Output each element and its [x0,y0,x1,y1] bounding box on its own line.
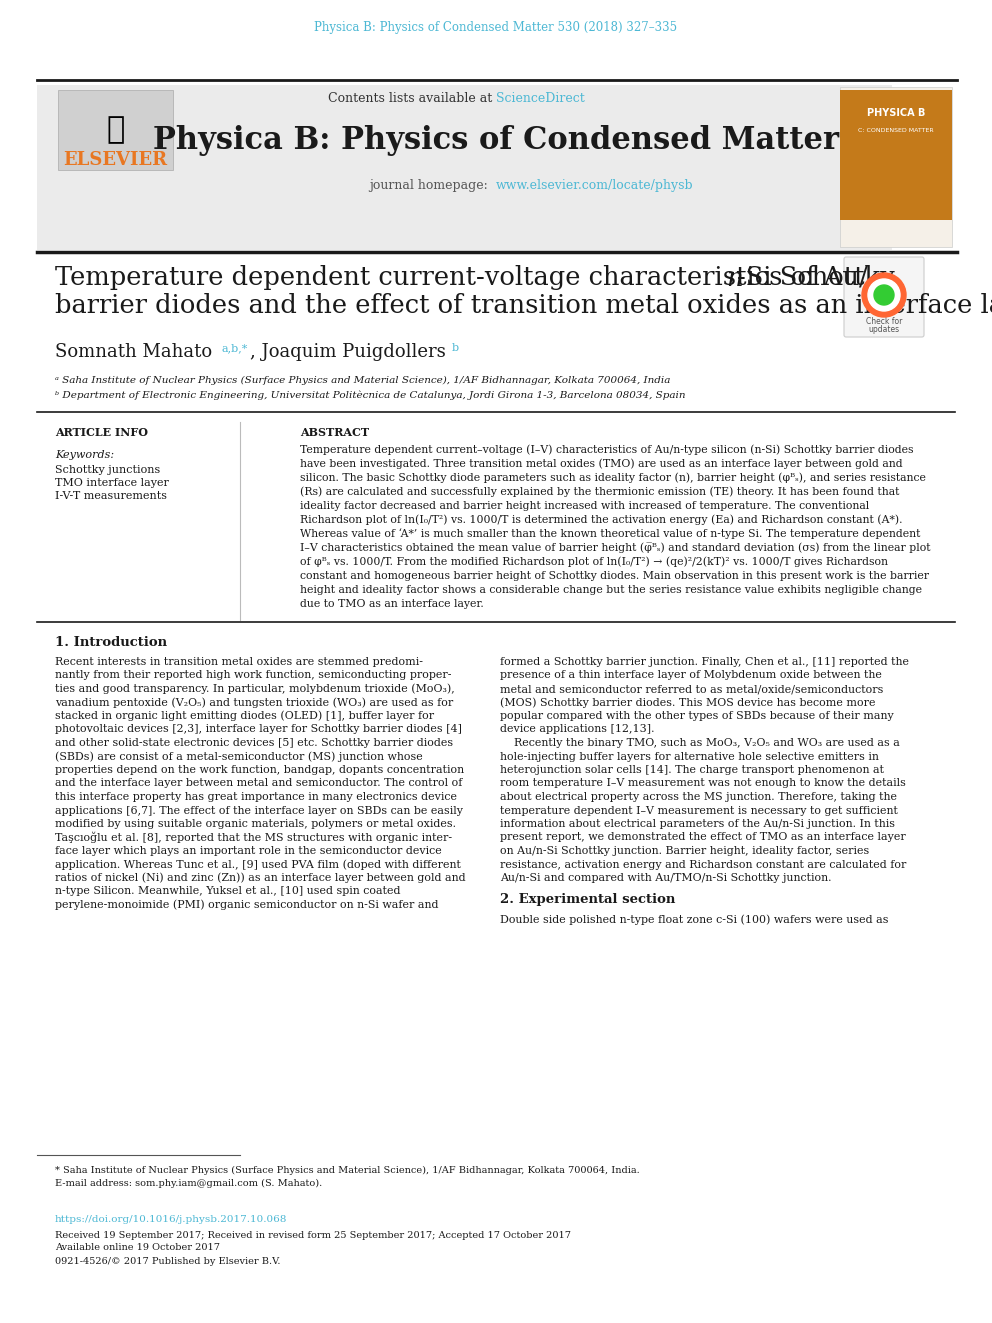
Text: room temperature I–V measurement was not enough to know the details: room temperature I–V measurement was not… [500,778,906,789]
Text: (MOS) Schottky barrier diodes. This MOS device has become more: (MOS) Schottky barrier diodes. This MOS … [500,697,876,708]
Text: ELSEVIER: ELSEVIER [62,151,167,169]
Circle shape [874,284,894,306]
Text: Recent interests in transition metal oxides are stemmed predomi-: Recent interests in transition metal oxi… [55,658,423,667]
Text: Double side polished n-type float zone c-Si (100) wafers were used as: Double side polished n-type float zone c… [500,914,889,925]
Text: presence of a thin interface layer of Molybdenum oxide between the: presence of a thin interface layer of Mo… [500,671,882,680]
Text: Au/n-Si and compared with Au/TMO/n-Si Schottky junction.: Au/n-Si and compared with Au/TMO/n-Si Sc… [500,873,831,882]
Text: this interface property has great importance in many electronics device: this interface property has great import… [55,792,457,802]
Text: constant and homogeneous barrier height of Schottky diodes. Main observation in : constant and homogeneous barrier height … [300,572,929,581]
Text: hole-injecting buffer layers for alternative hole selective emitters in: hole-injecting buffer layers for alterna… [500,751,879,762]
Text: present report, we demonstrated the effect of TMO as an interface layer: present report, we demonstrated the effe… [500,832,906,843]
Text: 🌳: 🌳 [107,115,125,144]
Text: ᵃ Saha Institute of Nuclear Physics (Surface Physics and Material Science), 1/AF: ᵃ Saha Institute of Nuclear Physics (Sur… [55,376,671,385]
Text: * Saha Institute of Nuclear Physics (Surface Physics and Material Science), 1/AF: * Saha Institute of Nuclear Physics (Sur… [55,1166,640,1175]
Text: applications [6,7]. The effect of the interface layer on SBDs can be easily: applications [6,7]. The effect of the in… [55,806,463,815]
Text: PHYSICA B: PHYSICA B [867,108,926,118]
Text: metal and semiconductor referred to as metal/oxide/semiconductors: metal and semiconductor referred to as m… [500,684,883,695]
Text: updates: updates [868,325,900,335]
Text: Available online 19 October 2017: Available online 19 October 2017 [55,1244,220,1253]
Text: perylene-monoimide (PMI) organic semiconductor on n-Si wafer and: perylene-monoimide (PMI) organic semicon… [55,900,438,910]
Text: stacked in organic light emitting diodes (OLED) [1], buffer layer for: stacked in organic light emitting diodes… [55,710,434,721]
Circle shape [862,273,906,318]
Text: Recently the binary TMO, such as MoO₃, V₂O₅ and WO₃ are used as a: Recently the binary TMO, such as MoO₃, V… [500,738,900,747]
FancyBboxPatch shape [840,90,952,220]
Text: temperature dependent I–V measurement is necessary to get sufficient: temperature dependent I–V measurement is… [500,806,898,815]
Text: journal homepage:: journal homepage: [369,179,496,192]
Text: Taşcıoğlu et al. [8], reported that the MS structures with organic inter-: Taşcıoğlu et al. [8], reported that the … [55,832,452,843]
Text: silicon. The basic Schottky diode parameters such as ideality factor (n), barrie: silicon. The basic Schottky diode parame… [300,472,926,483]
Text: face layer which plays an important role in the semiconductor device: face layer which plays an important role… [55,845,441,856]
Text: device applications [12,13].: device applications [12,13]. [500,725,655,734]
Text: a,b,*: a,b,* [222,343,248,353]
FancyBboxPatch shape [58,90,173,169]
Text: resistance, activation energy and Richardson constant are calculated for: resistance, activation energy and Richar… [500,860,907,869]
Text: properties depend on the work function, bandgap, dopants concentration: properties depend on the work function, … [55,765,464,775]
Text: barrier diodes and the effect of transition metal oxides as an interface layer: barrier diodes and the effect of transit… [55,292,992,318]
Text: ARTICLE INFO: ARTICLE INFO [55,426,148,438]
Text: 1. Introduction: 1. Introduction [55,635,167,648]
Text: Received 19 September 2017; Received in revised form 25 September 2017; Accepted: Received 19 September 2017; Received in … [55,1230,571,1240]
Text: 0921-4526/© 2017 Published by Elsevier B.V.: 0921-4526/© 2017 Published by Elsevier B… [55,1257,281,1266]
FancyBboxPatch shape [844,257,924,337]
FancyBboxPatch shape [37,85,892,250]
Text: Contents lists available at: Contents lists available at [327,91,496,105]
Text: Richardson plot of ln(I₀/T²) vs. 1000/T is determined the activation energy (Ea): Richardson plot of ln(I₀/T²) vs. 1000/T … [300,515,903,525]
Text: n-type Silicon. Meanwhile, Yuksel et al., [10] used spin coated: n-type Silicon. Meanwhile, Yuksel et al.… [55,886,401,897]
Circle shape [868,279,900,311]
Text: ScienceDirect: ScienceDirect [496,91,584,105]
Text: heterojunction solar cells [14]. The charge transport phenomenon at: heterojunction solar cells [14]. The cha… [500,765,884,775]
Text: ideality factor decreased and barrier height increased with increased of tempera: ideality factor decreased and barrier he… [300,501,869,511]
Text: Keywords:: Keywords: [55,450,114,460]
Text: ties and good transparency. In particular, molybdenum trioxide (MoO₃),: ties and good transparency. In particula… [55,684,454,695]
Text: height and ideality factor shows a considerable change but the series resistance: height and ideality factor shows a consi… [300,585,922,595]
Text: and the interface layer between metal and semiconductor. The control of: and the interface layer between metal an… [55,778,462,789]
Text: application. Whereas Tunc et al., [9] used PVA film (doped with different: application. Whereas Tunc et al., [9] us… [55,859,461,869]
FancyBboxPatch shape [840,87,952,247]
Text: modified by using suitable organic materials, polymers or metal oxides.: modified by using suitable organic mater… [55,819,456,830]
Text: Whereas value of ‘A*’ is much smaller than the known theoretical value of n-type: Whereas value of ‘A*’ is much smaller th… [300,529,921,540]
Text: information about electrical parameters of the Au/n-Si junction. In this: information about electrical parameters … [500,819,895,830]
Text: on Au/n-Si Schottky junction. Barrier height, ideality factor, series: on Au/n-Si Schottky junction. Barrier he… [500,845,869,856]
Text: I–V characteristics obtained the mean value of barrier height (φ̅ᴮₛ) and standar: I–V characteristics obtained the mean va… [300,542,930,553]
Text: formed a Schottky barrier junction. Finally, Chen et al., [11] reported the: formed a Schottky barrier junction. Fina… [500,658,909,667]
Text: 2. Experimental section: 2. Experimental section [500,893,676,906]
Text: Check for: Check for [866,318,902,327]
Text: popular compared with the other types of SBDs because of their many: popular compared with the other types of… [500,710,894,721]
Text: Temperature dependent current–voltage (I–V) characteristics of Au/n-type silicon: Temperature dependent current–voltage (I… [300,445,914,455]
Text: ABSTRACT: ABSTRACT [300,426,369,438]
Text: E-mail address: som.phy.iam@gmail.com (S. Mahato).: E-mail address: som.phy.iam@gmail.com (S… [55,1179,322,1188]
Text: vanadium pentoxide (V₂O₅) and tungsten trioxide (WO₃) are used as for: vanadium pentoxide (V₂O₅) and tungsten t… [55,697,453,708]
Text: photovoltaic devices [2,3], interface layer for Schottky barrier diodes [4]: photovoltaic devices [2,3], interface la… [55,725,462,734]
Text: of φᴮₛ vs. 1000/T. From the modified Richardson plot of ln(I₀/T²) → (qe)²/2(kT)²: of φᴮₛ vs. 1000/T. From the modified Ric… [300,557,888,568]
Text: TMO interface layer: TMO interface layer [55,478,169,488]
Text: -Si Schottky: -Si Schottky [737,266,895,291]
Text: Somnath Mahato: Somnath Mahato [55,343,212,361]
Text: (SBDs) are consist of a metal-semiconductor (MS) junction whose: (SBDs) are consist of a metal-semiconduc… [55,751,423,762]
Text: have been investigated. Three transition metal oxides (TMO) are used as an inter: have been investigated. Three transition… [300,459,903,470]
Text: , Joaquim Puigdollers: , Joaquim Puigdollers [250,343,445,361]
Text: https://doi.org/10.1016/j.physb.2017.10.068: https://doi.org/10.1016/j.physb.2017.10.… [55,1216,288,1225]
Text: ᵇ Department of Electronic Engineering, Universitat Politècnica de Catalunya, Jo: ᵇ Department of Electronic Engineering, … [55,390,685,400]
Text: n: n [726,266,743,291]
Text: Schottky junctions: Schottky junctions [55,464,161,475]
Text: ratios of nickel (Ni) and zinc (Zn)) as an interface layer between gold and: ratios of nickel (Ni) and zinc (Zn)) as … [55,873,465,884]
Text: (Rs) are calculated and successfully explained by the thermionic emission (TE) t: (Rs) are calculated and successfully exp… [300,487,900,497]
FancyBboxPatch shape [37,85,192,239]
Text: Physica B: Physics of Condensed Matter 530 (2018) 327–335: Physica B: Physics of Condensed Matter 5… [314,21,678,34]
Text: I-V-T measurements: I-V-T measurements [55,491,167,501]
Text: Temperature dependent current-voltage characteristics of Au/: Temperature dependent current-voltage ch… [55,266,868,291]
Text: b: b [452,343,459,353]
Text: nantly from their reported high work function, semiconducting proper-: nantly from their reported high work fun… [55,671,451,680]
Text: Physica B: Physics of Condensed Matter: Physica B: Physics of Condensed Matter [153,124,839,156]
Text: due to TMO as an interface layer.: due to TMO as an interface layer. [300,599,484,609]
Text: C: CONDENSED MATTER: C: CONDENSED MATTER [858,127,933,132]
Text: about electrical property across the MS junction. Therefore, taking the: about electrical property across the MS … [500,792,897,802]
Text: www.elsevier.com/locate/physb: www.elsevier.com/locate/physb [496,179,693,192]
Text: and other solid-state electronic devices [5] etc. Schottky barrier diodes: and other solid-state electronic devices… [55,738,453,747]
